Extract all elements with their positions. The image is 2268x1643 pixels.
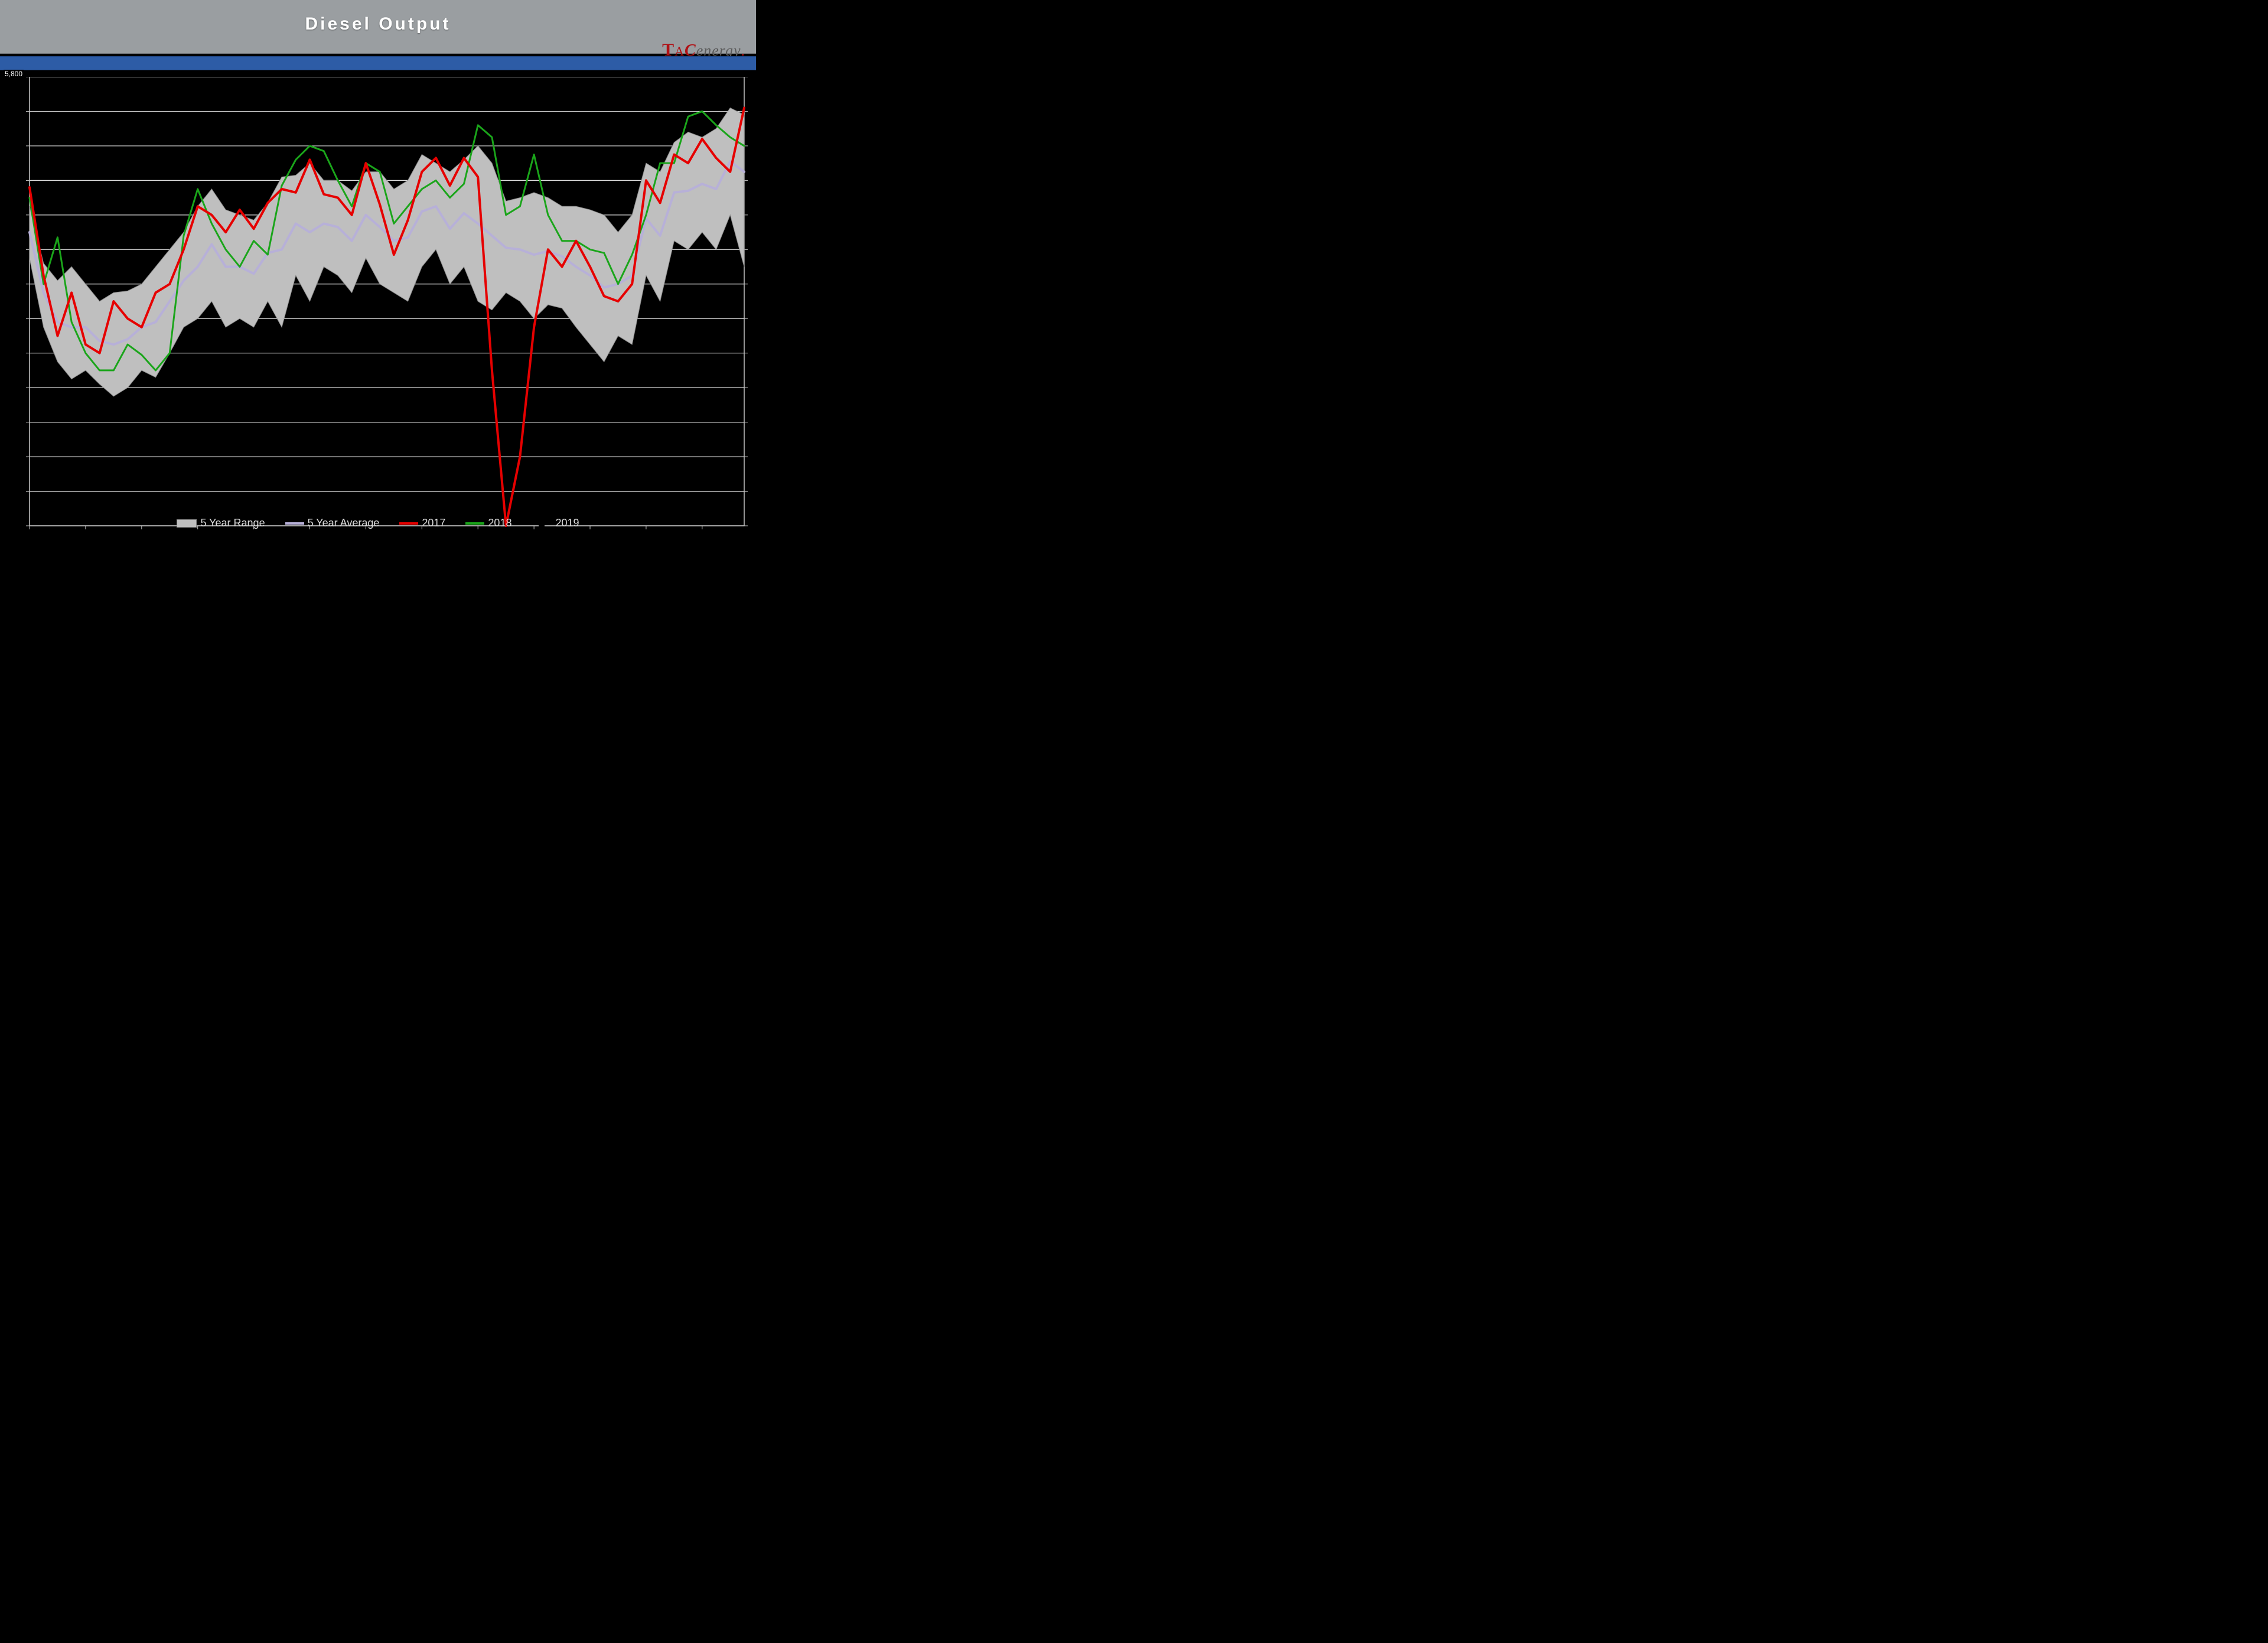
legend-swatch-2018 — [465, 522, 484, 525]
legend-swatch-2017 — [399, 522, 418, 525]
title-bar: Diesel Output — [0, 0, 756, 54]
chart-plot-area — [24, 77, 750, 544]
legend-label-2018: 2018 — [488, 517, 511, 529]
legend-item-2019: 2019 — [532, 517, 579, 529]
legend-swatch-2019 — [532, 520, 552, 526]
legend: 5 Year Range 5 Year Average 2017 2018 20… — [154, 517, 602, 529]
legend-label-2017: 2017 — [422, 517, 445, 529]
legend-item-range: 5 Year Range — [177, 517, 265, 529]
chart-title: Diesel Output — [0, 14, 756, 34]
accent-bar — [0, 56, 756, 70]
y-axis-top-label: 5,800 — [4, 70, 24, 78]
legend-item-2017: 2017 — [399, 517, 445, 529]
legend-label-range: 5 Year Range — [200, 517, 265, 529]
legend-label-avg: 5 Year Average — [308, 517, 380, 529]
legend-item-avg: 5 Year Average — [285, 517, 380, 529]
chart-frame: Diesel Output TACenergy. 5,800 5 Year Ra… — [0, 0, 756, 548]
legend-label-2019: 2019 — [555, 517, 579, 529]
legend-swatch-range — [177, 519, 197, 528]
legend-swatch-avg — [285, 522, 304, 525]
legend-item-2018: 2018 — [465, 517, 511, 529]
